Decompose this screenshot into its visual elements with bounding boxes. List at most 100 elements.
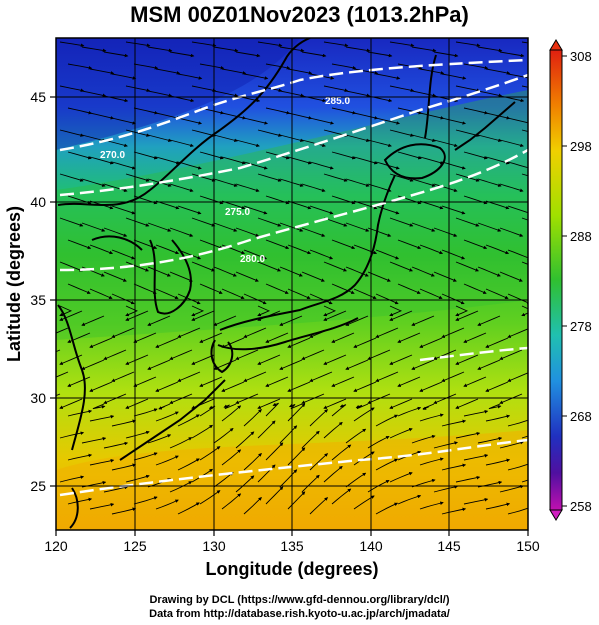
streamline xyxy=(265,486,284,505)
streamline xyxy=(455,85,481,92)
streamline xyxy=(89,288,113,299)
streamline xyxy=(243,408,262,427)
streamline xyxy=(89,415,115,422)
streamline xyxy=(56,327,69,334)
streamline xyxy=(191,173,216,182)
streamline xyxy=(59,475,85,483)
streamline xyxy=(521,435,528,439)
streamline xyxy=(257,217,282,227)
streamline xyxy=(419,288,443,299)
streamline xyxy=(257,129,282,137)
streamline xyxy=(323,421,343,439)
streamline xyxy=(147,434,172,444)
streamline xyxy=(243,249,268,260)
streamline xyxy=(463,410,489,417)
streamline xyxy=(199,405,216,417)
streamline xyxy=(265,107,291,115)
streamline xyxy=(169,51,195,58)
streamline xyxy=(59,41,85,48)
streamline xyxy=(433,139,458,148)
streamline xyxy=(257,305,271,317)
streamline xyxy=(301,183,326,192)
streamline xyxy=(521,479,528,483)
streamline xyxy=(411,46,437,53)
streamline xyxy=(375,502,399,515)
streamline xyxy=(155,455,179,466)
streamline xyxy=(103,393,127,404)
streamline xyxy=(103,51,129,58)
streamline xyxy=(367,271,391,282)
streamline xyxy=(345,472,367,488)
streamline xyxy=(375,161,400,170)
streamline xyxy=(125,217,150,227)
streamline xyxy=(309,117,334,125)
streamline xyxy=(389,354,413,365)
streamline xyxy=(301,393,325,404)
streamline xyxy=(309,249,334,260)
streamline xyxy=(81,90,107,98)
coastlines xyxy=(57,38,516,529)
streamline xyxy=(265,332,289,343)
streamline xyxy=(89,156,114,165)
streamline xyxy=(213,266,237,277)
streamline xyxy=(455,398,479,409)
x-tick-label: 130 xyxy=(202,538,226,554)
streamline xyxy=(375,327,399,338)
streamline xyxy=(353,244,378,255)
streamline xyxy=(455,305,469,317)
streamline xyxy=(301,430,320,449)
x-tick-label: 145 xyxy=(437,538,461,554)
streamline xyxy=(92,403,106,410)
streamline xyxy=(111,205,136,215)
streamline xyxy=(455,217,480,227)
streamline xyxy=(389,41,415,48)
streamline xyxy=(441,419,467,427)
streamline xyxy=(411,266,435,277)
streamline xyxy=(191,41,217,48)
streamline xyxy=(67,63,93,70)
streamline xyxy=(367,183,392,192)
streamline xyxy=(221,337,245,348)
streamline xyxy=(221,68,247,75)
streamline xyxy=(397,151,422,160)
streamline xyxy=(530,495,552,504)
streamline xyxy=(389,398,413,409)
streamline xyxy=(221,405,242,422)
streamline xyxy=(397,239,422,250)
streamline xyxy=(422,403,435,410)
streamline xyxy=(477,46,503,53)
streamline xyxy=(235,393,259,404)
streamline xyxy=(111,117,136,125)
streamline xyxy=(155,244,180,255)
streamline xyxy=(389,217,414,227)
streamline xyxy=(499,440,524,449)
streamline xyxy=(488,403,502,410)
streamline xyxy=(169,481,193,493)
streamline xyxy=(397,376,421,387)
streamline xyxy=(433,183,458,192)
streamline xyxy=(530,240,553,248)
streamline xyxy=(499,227,524,237)
streamline xyxy=(463,498,489,505)
streamline xyxy=(133,496,158,505)
credit-drawing: Drawing by DCL (https://www.gfd-dennou.o… xyxy=(149,594,450,606)
streamline xyxy=(199,376,223,387)
streamline xyxy=(191,398,215,409)
streamline xyxy=(521,261,528,265)
streamline xyxy=(111,327,135,338)
streamline xyxy=(89,459,115,466)
streamline xyxy=(177,117,202,125)
streamline xyxy=(257,173,282,182)
streamline xyxy=(103,271,127,282)
streamline xyxy=(455,475,481,483)
streamline xyxy=(323,305,337,317)
streamline xyxy=(235,139,260,148)
streamline xyxy=(199,332,223,343)
streamline xyxy=(353,288,377,299)
streamline xyxy=(507,328,528,338)
contour-label-270: 270.0 xyxy=(100,150,125,161)
y-tick-label: 30 xyxy=(30,390,46,406)
streamline xyxy=(375,205,400,215)
streamline xyxy=(441,327,465,338)
